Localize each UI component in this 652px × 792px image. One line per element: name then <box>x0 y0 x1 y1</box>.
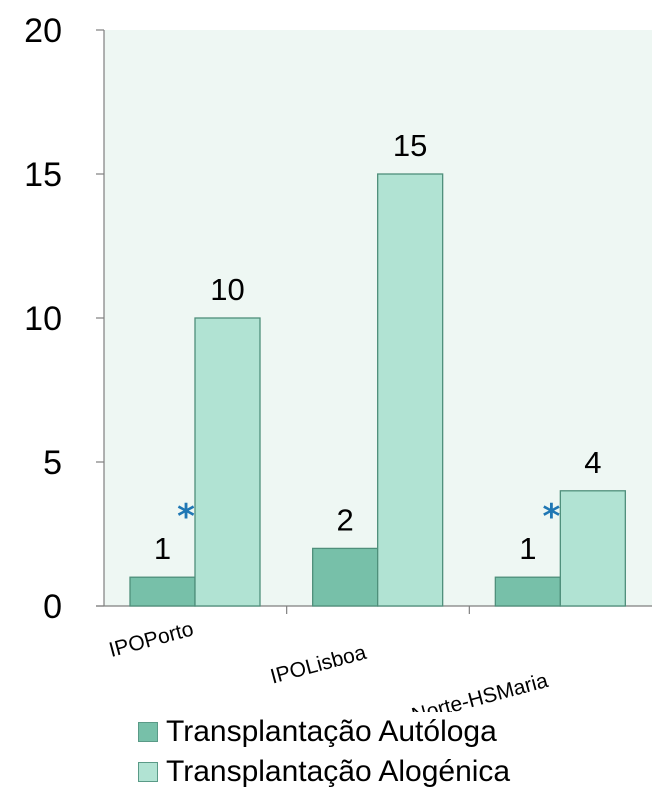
data-labels-group: 1 10 2 15 1 4 <box>154 128 602 566</box>
legend-label-alogenica: Transplantação Alogénica <box>166 755 511 788</box>
bars-group <box>129 173 626 607</box>
y-tick-label: 15 <box>24 156 62 194</box>
asterisk-annotation: * <box>542 497 560 537</box>
bar <box>494 576 561 607</box>
y-tick-label: 0 <box>43 588 62 626</box>
bar <box>377 173 444 607</box>
bar <box>312 547 379 607</box>
legend-swatch-autologa <box>138 722 158 742</box>
data-label: 10 <box>210 272 244 307</box>
x-category-label: C. H.L.Norte-HSMaria <box>346 669 551 712</box>
y-axis: 0 5 10 15 20 <box>24 12 105 626</box>
data-label: 15 <box>393 128 427 163</box>
legend-item-autologa: Transplantação Autóloga <box>138 712 618 752</box>
data-label: 1 <box>154 531 171 566</box>
data-label: 2 <box>337 502 354 537</box>
legend-label-autologa: Transplantação Autóloga <box>166 715 497 748</box>
bar <box>194 317 261 607</box>
data-label: 4 <box>584 445 601 480</box>
data-label: 1 <box>519 531 536 566</box>
legend: Transplantação Autóloga Transplantação A… <box>138 712 618 792</box>
annotations-group: * * <box>177 497 560 537</box>
x-category-label: IPOLisboa <box>268 641 369 689</box>
bar <box>559 490 626 607</box>
y-tick-label: 20 <box>24 12 62 50</box>
asterisk-annotation: * <box>177 497 195 537</box>
x-category-label: IPOPorto <box>107 617 196 662</box>
legend-swatch-alogenica <box>138 762 158 782</box>
bar <box>129 576 196 607</box>
y-tick-label: 5 <box>43 444 62 482</box>
y-tick-label: 10 <box>24 300 62 338</box>
legend-item-alogenica: Transplantação Alogénica <box>138 752 618 792</box>
